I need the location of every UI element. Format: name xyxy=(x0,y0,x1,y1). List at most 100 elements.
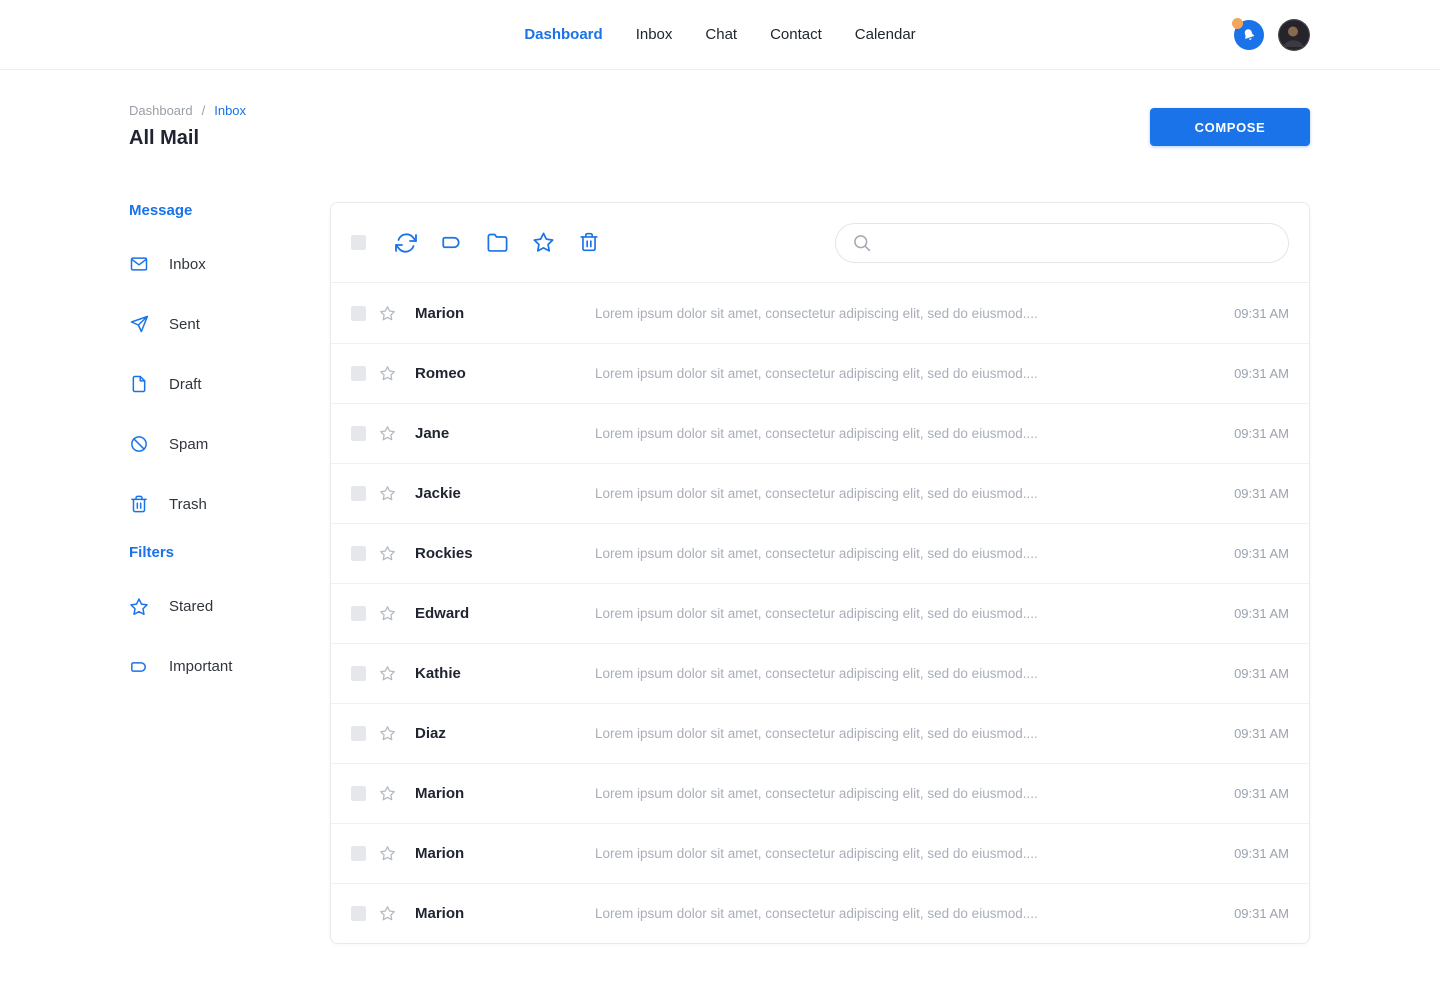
page-head: Dashboard / Inbox All Mail COMPOSE xyxy=(129,103,1310,150)
sidebar-item-spam[interactable]: Spam xyxy=(129,414,330,474)
nav-item-calendar[interactable]: Calendar xyxy=(854,26,916,43)
mail-toolbar xyxy=(331,203,1309,283)
sidebar-section-title: Filters xyxy=(129,544,175,561)
mail-row-preview: Lorem ipsum dolor sit amet, consectetur … xyxy=(595,906,1038,921)
label-icon xyxy=(129,656,149,676)
breadcrumb-separator: / xyxy=(201,103,206,118)
header-right xyxy=(1232,0,1310,70)
mail-row-preview: Lorem ipsum dolor sit amet, consectetur … xyxy=(595,486,1038,501)
send-icon xyxy=(129,314,149,334)
mail-row-preview: Lorem ipsum dolor sit amet, consectetur … xyxy=(595,726,1038,741)
mail-panel: Marion Lorem ipsum dolor sit amet, conse… xyxy=(330,202,1310,944)
sidebar-item-label: Trash xyxy=(169,495,207,513)
row-star-icon[interactable] xyxy=(379,485,396,502)
search-input[interactable] xyxy=(835,222,1289,263)
nav-item-inbox[interactable]: Inbox xyxy=(635,26,673,43)
row-star-icon[interactable] xyxy=(379,545,396,562)
spam-icon xyxy=(129,434,149,454)
row-checkbox[interactable] xyxy=(351,305,366,321)
nav-item-chat[interactable]: Chat xyxy=(705,26,738,43)
mail-row-time: 09:31 AM xyxy=(1234,846,1289,861)
mail-row[interactable]: Jane Lorem ipsum dolor sit amet, consect… xyxy=(331,403,1309,463)
sidebar-section-title: Message xyxy=(129,202,193,219)
mail-row[interactable]: Marion Lorem ipsum dolor sit amet, conse… xyxy=(331,823,1309,883)
row-checkbox[interactable] xyxy=(351,906,366,921)
row-checkbox[interactable] xyxy=(351,486,366,501)
row-checkbox[interactable] xyxy=(351,546,366,561)
breadcrumb-dashboard[interactable]: Dashboard xyxy=(129,103,193,118)
sidebar-item-inbox[interactable]: Inbox xyxy=(129,234,330,294)
mail-row[interactable]: Marion Lorem ipsum dolor sit amet, conse… xyxy=(331,883,1309,943)
trash-icon[interactable] xyxy=(578,231,602,255)
mail-row-time: 09:31 AM xyxy=(1234,366,1289,381)
sidebar-item-trash[interactable]: Trash xyxy=(129,474,330,534)
sidebar-item-important[interactable]: Important xyxy=(129,636,330,696)
mail-row-sender: Rockies xyxy=(415,545,473,562)
mail-row-sender: Jackie xyxy=(415,485,461,502)
mail-row-sender: Marion xyxy=(415,304,465,322)
mail-row-preview: Lorem ipsum dolor sit amet, consectetur … xyxy=(595,305,1038,321)
mail-row-preview: Lorem ipsum dolor sit amet, consectetur … xyxy=(595,846,1038,861)
mail-row-time: 09:31 AM xyxy=(1234,906,1289,921)
mail-row-sender: Kathie xyxy=(415,665,461,682)
mail-row-sender: Marion xyxy=(415,905,465,922)
mail-icon xyxy=(129,254,149,274)
user-avatar[interactable] xyxy=(1278,19,1310,51)
compose-button[interactable]: COMPOSE xyxy=(1150,108,1310,146)
mail-row[interactable]: Marion Lorem ipsum dolor sit amet, conse… xyxy=(331,763,1309,823)
mail-row[interactable]: Jackie Lorem ipsum dolor sit amet, conse… xyxy=(331,463,1309,523)
sidebar: Message Inbox Sent Draft xyxy=(129,202,330,696)
row-star-icon[interactable] xyxy=(379,305,396,322)
breadcrumb-inbox[interactable]: Inbox xyxy=(214,103,247,118)
page-title: All Mail xyxy=(129,127,200,149)
sidebar-item-stared[interactable]: Stared xyxy=(129,576,330,636)
mail-row-preview: Lorem ipsum dolor sit amet, consectetur … xyxy=(595,426,1038,441)
row-checkbox[interactable] xyxy=(351,726,366,741)
mail-row[interactable]: Romeo Lorem ipsum dolor sit amet, consec… xyxy=(331,343,1309,403)
star-icon[interactable] xyxy=(532,231,556,255)
mail-row-sender: Diaz xyxy=(415,725,446,742)
notification-badge xyxy=(1232,18,1243,29)
main-nav: Dashboard Inbox Chat Contact Calendar xyxy=(524,26,915,43)
mail-row[interactable]: Marion Lorem ipsum dolor sit amet, conse… xyxy=(331,283,1309,343)
row-checkbox[interactable] xyxy=(351,846,366,861)
mail-row-time: 09:31 AM xyxy=(1234,546,1289,561)
sidebar-item-draft[interactable]: Draft xyxy=(129,354,330,414)
select-all-checkbox[interactable] xyxy=(351,235,366,250)
row-checkbox[interactable] xyxy=(351,606,366,621)
row-star-icon[interactable] xyxy=(379,425,396,442)
notification-button[interactable] xyxy=(1232,18,1264,50)
row-checkbox[interactable] xyxy=(351,666,366,681)
nav-item-contact[interactable]: Contact xyxy=(770,26,822,43)
refresh-icon[interactable] xyxy=(394,231,418,255)
row-checkbox[interactable] xyxy=(351,366,366,381)
mail-row[interactable]: Diaz Lorem ipsum dolor sit amet, consect… xyxy=(331,703,1309,763)
mail-row-preview: Lorem ipsum dolor sit amet, consectetur … xyxy=(595,366,1038,381)
mail-row-preview: Lorem ipsum dolor sit amet, consectetur … xyxy=(595,786,1038,801)
row-checkbox[interactable] xyxy=(351,426,366,441)
row-star-icon[interactable] xyxy=(379,845,396,862)
mail-row[interactable]: Rockies Lorem ipsum dolor sit amet, cons… xyxy=(331,523,1309,583)
toolbar-icons xyxy=(394,231,602,255)
mail-row-sender: Jane xyxy=(415,425,450,442)
row-star-icon[interactable] xyxy=(379,365,396,382)
folder-icon[interactable] xyxy=(486,231,510,255)
draft-icon xyxy=(129,374,149,394)
nav-item-dashboard[interactable]: Dashboard xyxy=(524,26,603,43)
row-star-icon[interactable] xyxy=(379,605,396,622)
row-star-icon[interactable] xyxy=(379,905,396,922)
sidebar-item-sent[interactable]: Sent xyxy=(129,294,330,354)
row-star-icon[interactable] xyxy=(379,725,396,742)
mail-row[interactable]: Kathie Lorem ipsum dolor sit amet, conse… xyxy=(331,643,1309,703)
row-checkbox[interactable] xyxy=(351,786,366,801)
sidebar-item-label: Draft xyxy=(169,375,202,393)
row-star-icon[interactable] xyxy=(379,785,396,802)
sidebar-item-label: Spam xyxy=(169,435,209,453)
mail-row-time: 09:31 AM xyxy=(1234,305,1289,321)
label-icon[interactable] xyxy=(440,231,464,255)
mail-row-preview: Lorem ipsum dolor sit amet, consectetur … xyxy=(595,546,1038,561)
sidebar-item-label: Important xyxy=(169,657,233,675)
page-body: Dashboard / Inbox All Mail COMPOSE Messa… xyxy=(0,103,1440,944)
mail-row[interactable]: Edward Lorem ipsum dolor sit amet, conse… xyxy=(331,583,1309,643)
row-star-icon[interactable] xyxy=(379,665,396,682)
